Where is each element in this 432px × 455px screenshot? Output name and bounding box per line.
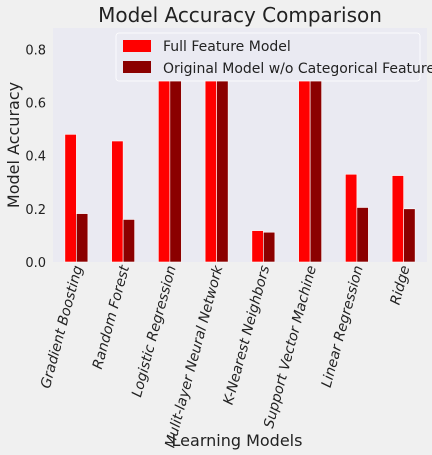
y-tick-label: 0.4 (25, 150, 46, 165)
bar-original-model (403, 208, 416, 263)
legend-swatch-full-feature (123, 40, 151, 52)
bar-original-model (76, 213, 89, 263)
bar-original-model (216, 58, 229, 263)
y-tick-label: 0.8 (25, 43, 46, 58)
bar-original-model (263, 231, 276, 263)
legend-swatch-original-model (123, 61, 151, 73)
y-axis-label: Model Accuracy (4, 82, 23, 208)
bar-full-feature (111, 140, 124, 263)
chart-title: Model Accuracy Comparison (98, 3, 382, 27)
bar-original-model (122, 219, 135, 263)
bar-full-feature (298, 56, 311, 263)
bar-full-feature (251, 230, 264, 263)
y-tick-label: 0.2 (25, 203, 46, 218)
x-axis-label: Learning Models (172, 431, 303, 450)
legend-label-original-model: Original Model w/o Categorical Features (163, 61, 432, 77)
bars (64, 42, 416, 263)
bar-original-model (169, 58, 182, 263)
legend-label-full-feature: Full Feature Model (163, 39, 291, 55)
bar-full-feature (345, 173, 358, 263)
bar-full-feature (64, 134, 77, 263)
bar-original-model (309, 60, 322, 263)
legend-box (115, 32, 421, 82)
bar-full-feature (391, 175, 404, 263)
y-axis-ticks: 0.0 0.2 0.4 0.6 0.8 (25, 43, 46, 271)
bar-original-model (356, 207, 369, 263)
legend: Full Feature Model Original Model w/o Ca… (115, 32, 432, 82)
y-tick-label: 0.6 (25, 96, 46, 111)
y-tick-label: 0.0 (25, 256, 46, 271)
